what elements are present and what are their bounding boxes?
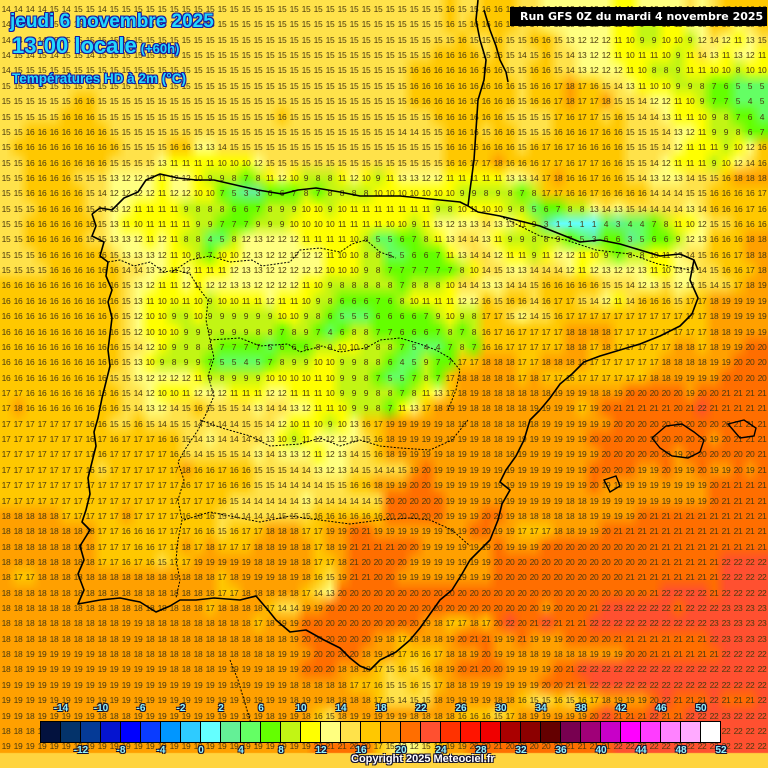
- colorbar-label-top: 26: [455, 703, 467, 714]
- colorbar-label-bottom: 16: [355, 745, 367, 756]
- colorbar-label-top: 42: [615, 703, 627, 714]
- region-border: [107, 259, 215, 599]
- colorbar-label-top: 18: [375, 703, 387, 714]
- colorbar-label-top: 22: [415, 703, 427, 714]
- island-outline: [603, 475, 621, 493]
- colorbar-swatch: [561, 722, 581, 742]
- forecast-offset: (+60h): [140, 41, 180, 56]
- colorbar-label-bottom: 40: [595, 745, 607, 756]
- colorbar-label-bottom: 52: [715, 745, 727, 756]
- coastline: [77, 213, 371, 671]
- colorbar-label-top: -2: [176, 703, 186, 714]
- colorbar-label-top: 14: [335, 703, 347, 714]
- colorbar-label-top: -14: [53, 703, 69, 714]
- colorbar-label-top: 34: [535, 703, 547, 714]
- colorbar-label-bottom: 44: [635, 745, 647, 756]
- colorbar-swatch: [481, 722, 501, 742]
- colorbar-label-top: -6: [136, 703, 146, 714]
- colorbar-swatch: [61, 722, 81, 742]
- colorbar-label-top: 2: [218, 703, 224, 714]
- colorbar-label-top: 38: [575, 703, 587, 714]
- colorbar-swatch: [421, 722, 441, 742]
- run-banner: Run GFS 0Z du mardi 4 novembre 2025: [510, 7, 767, 26]
- colorbar-swatch: [621, 722, 641, 742]
- colorbar: [40, 721, 721, 743]
- colorbar-label-bottom: 32: [515, 745, 527, 756]
- colorbar-label-bottom: 20: [395, 745, 407, 756]
- coastline: [369, 259, 699, 671]
- colorbar-label-bottom: 4: [238, 745, 244, 756]
- colorbar-label-bottom: -12: [73, 745, 89, 756]
- colorbar-label-bottom: 24: [435, 745, 447, 756]
- colorbar-swatch: [401, 722, 421, 742]
- region-border: [209, 337, 461, 411]
- colorbar-label-bottom: 8: [278, 745, 284, 756]
- coastline: [467, 205, 699, 271]
- colorbar-label-bottom: 28: [475, 745, 487, 756]
- colorbar-label-bottom: -4: [156, 745, 166, 756]
- colorbar-swatch: [301, 722, 321, 742]
- colorbar-swatch: [181, 722, 201, 742]
- colorbar-swatch: [81, 722, 101, 742]
- island-outline: [651, 423, 705, 459]
- colorbar-label-top: 46: [655, 703, 667, 714]
- colorbar-swatch: [321, 722, 341, 742]
- colorbar-label-bottom: 0: [198, 745, 204, 756]
- forecast-time: 13:00 locale (+60h): [12, 33, 179, 59]
- copyright-text: Copyright 2025 Meteociel.fr: [351, 753, 495, 765]
- colorbar-swatch: [101, 722, 121, 742]
- colorbar-label-top: 50: [695, 703, 707, 714]
- colorbar-swatch: [541, 722, 561, 742]
- region-border: [171, 239, 397, 273]
- colorbar-label-top: 6: [258, 703, 264, 714]
- colorbar-label-top: -10: [93, 703, 109, 714]
- colorbar-swatch: [661, 722, 681, 742]
- coastline: [467, 0, 487, 207]
- colorbar-swatch: [41, 722, 61, 742]
- colorbar-swatch: [341, 722, 361, 742]
- colorbar-swatch: [581, 722, 601, 742]
- island-outline: [726, 419, 757, 439]
- colorbar-swatch: [701, 722, 720, 742]
- colorbar-swatch: [601, 722, 621, 742]
- forecast-local-time: 13:00 locale: [12, 33, 137, 58]
- colorbar-swatch: [681, 722, 701, 742]
- colorbar-swatch: [241, 722, 261, 742]
- colorbar-swatch: [121, 722, 141, 742]
- colorbar-swatch: [381, 722, 401, 742]
- coastline: [483, 9, 509, 83]
- colorbar-label-top: 30: [495, 703, 507, 714]
- colorbar-label-bottom: 12: [315, 745, 327, 756]
- colorbar-swatch: [221, 722, 241, 742]
- colorbar-swatch: [361, 722, 381, 742]
- colorbar-swatch: [161, 722, 181, 742]
- forecast-date: jeudi 6 novembre 2025: [10, 11, 214, 32]
- colorbar-swatch: [261, 722, 281, 742]
- coastline: [91, 173, 469, 215]
- region-border: [183, 511, 471, 547]
- colorbar-swatch: [461, 722, 481, 742]
- colorbar-label-bottom: 48: [675, 745, 687, 756]
- colorbar-swatch: [441, 722, 461, 742]
- colorbar-swatch: [201, 722, 221, 742]
- colorbar-swatch: [501, 722, 521, 742]
- colorbar-label-bottom: 36: [555, 745, 567, 756]
- colorbar-swatch: [641, 722, 661, 742]
- region-border: [199, 419, 469, 451]
- parameter-title: Températures HD à 2m (°C): [12, 71, 186, 86]
- region-border: [499, 215, 691, 271]
- colorbar-label-bottom: -8: [116, 745, 126, 756]
- colorbar-swatch: [141, 722, 161, 742]
- colorbar-label-top: 10: [295, 703, 307, 714]
- colorbar-swatch: [281, 722, 301, 742]
- colorbar-swatch: [521, 722, 541, 742]
